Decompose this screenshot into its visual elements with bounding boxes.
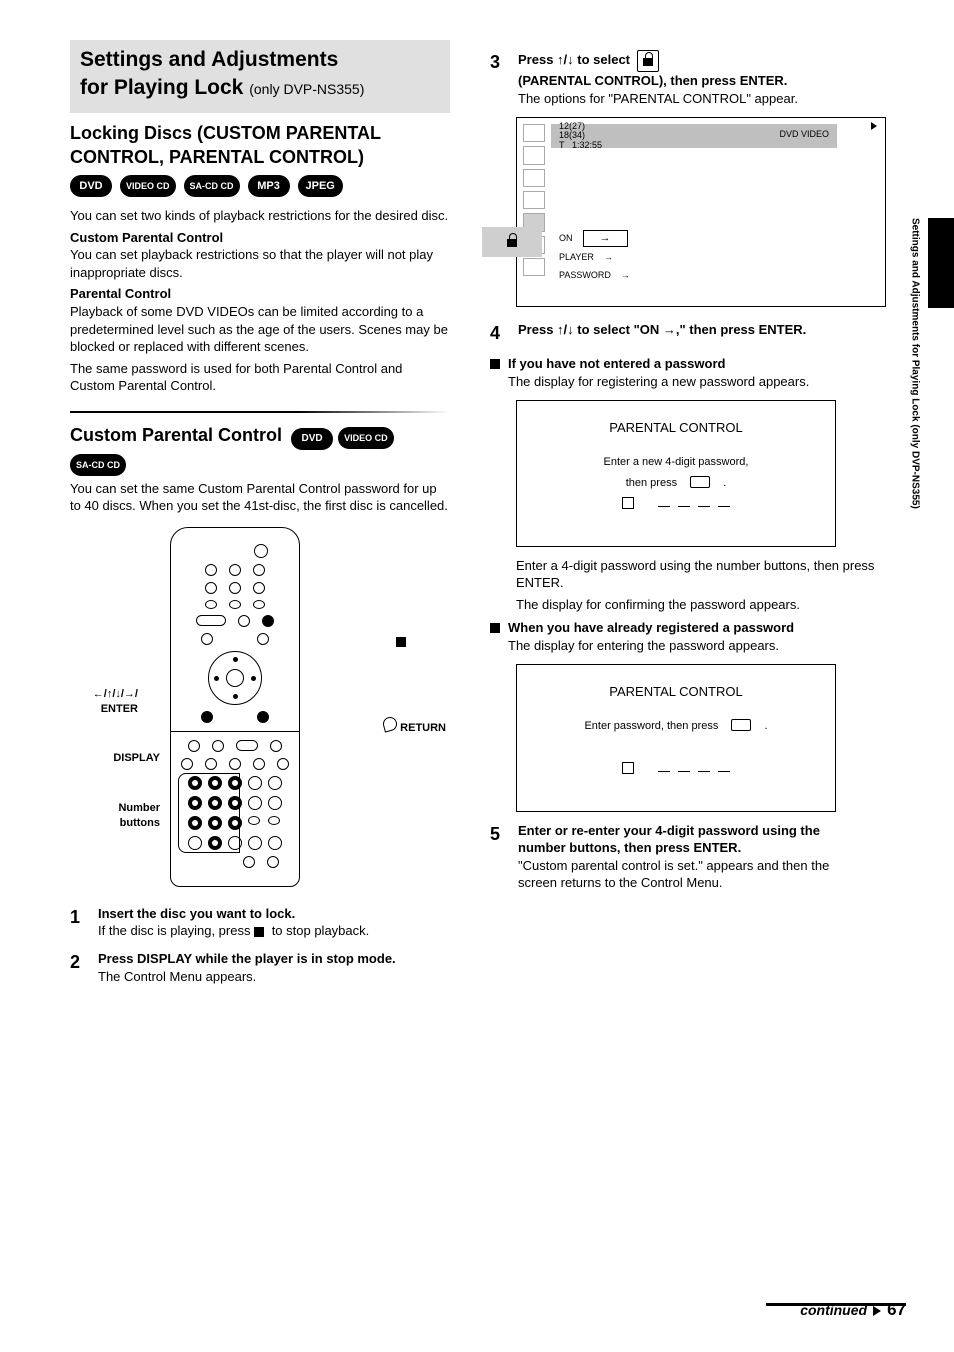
section-header-line2b: (only DVP-NS355) <box>249 81 364 97</box>
case-no-password: If you have not entered a password The d… <box>490 355 870 390</box>
format-dvd: DVD <box>70 175 112 197</box>
control-menu-diagram: 12(27)18(34)T 1:32:55 DVD VIDEO ON → PLA… <box>516 117 886 307</box>
page-number: 67 <box>887 1299 906 1322</box>
continued-label: continued <box>800 1301 867 1320</box>
step-1: 1 Insert the disc you want to lock. If t… <box>70 905 450 940</box>
intro-item2: Parental Control Playback of some DVD VI… <box>70 285 450 355</box>
divider <box>70 411 450 413</box>
callout-number: Numberbuttons <box>88 801 160 831</box>
format-sacd-2: SA-CD CD <box>70 454 126 476</box>
intro-item1: Custom Parental Control You can set play… <box>70 229 450 282</box>
lock-icon-tab <box>501 231 523 253</box>
continued-arrow-icon <box>873 1306 881 1316</box>
section-header-line1: Settings and Adjustments <box>80 46 440 74</box>
intro-p1: You can set two kinds of playback restri… <box>70 207 450 225</box>
format-videocd-2: VIDEO CD <box>338 427 394 449</box>
format-videocd: VIDEO CD <box>120 175 176 197</box>
format-dvd-2: DVD <box>291 428 333 450</box>
section-header-line2a: for Playing Lock <box>80 76 243 99</box>
format-jpeg: JPEG <box>298 175 343 197</box>
password-enter-box: PARENTAL CONTROL Enter password, then pr… <box>516 664 836 811</box>
format-badges: DVD VIDEO CD SA-CD CD MP3 JPEG <box>70 175 450 197</box>
page-title: Locking Discs (CUSTOM PARENTAL CONTROL, … <box>70 121 450 170</box>
case-has-password: When you have already registered a passw… <box>490 619 870 654</box>
section-header: Settings and Adjustments for Playing Loc… <box>70 40 450 113</box>
step-4: 4 Press ↑/↓ to select "ON →," then press… <box>490 321 870 345</box>
callout-display: DISPLAY <box>88 751 160 766</box>
password-register-box: PARENTAL CONTROL Enter a new 4-digit pas… <box>516 400 836 546</box>
callout-arrows-enter: ←/↑/↓/→/ENTER <box>68 687 138 717</box>
thumb-tab <box>928 218 954 308</box>
stop-icon <box>254 927 264 937</box>
step-3: 3 Press ↑/↓ to select (PARENTAL CONTROL)… <box>490 50 870 107</box>
step-5: 5 Enter or re-enter your 4-digit passwor… <box>490 822 870 892</box>
format-mp3: MP3 <box>248 175 290 197</box>
after-pw1-a: Enter a 4-digit password using the numbe… <box>516 557 896 592</box>
footer: continued 67 <box>800 1299 906 1322</box>
format-sacd: SA-CD CD <box>184 175 240 197</box>
remote-diagram: ←/↑/↓/→/ENTER RETURN DISPLAY Numberbutto… <box>120 527 400 887</box>
callout-return: RETURN <box>383 717 446 736</box>
custom-p: You can set the same Custom Parental Con… <box>70 480 450 515</box>
after-pw1-b: The display for confirming the password … <box>516 596 896 614</box>
return-icon <box>382 715 399 732</box>
lock-icon <box>637 50 659 72</box>
step-2: 2 Press DISPLAY while the player is in s… <box>70 950 450 985</box>
custom-title: Custom Parental Control DVD VIDEO CD SA-… <box>70 423 450 476</box>
callout-stop-icon <box>396 635 410 650</box>
intro-p2: The same password is used for both Paren… <box>70 360 450 395</box>
thumb-tab-label: Settings and Adjustments for Playing Loc… <box>908 218 924 338</box>
